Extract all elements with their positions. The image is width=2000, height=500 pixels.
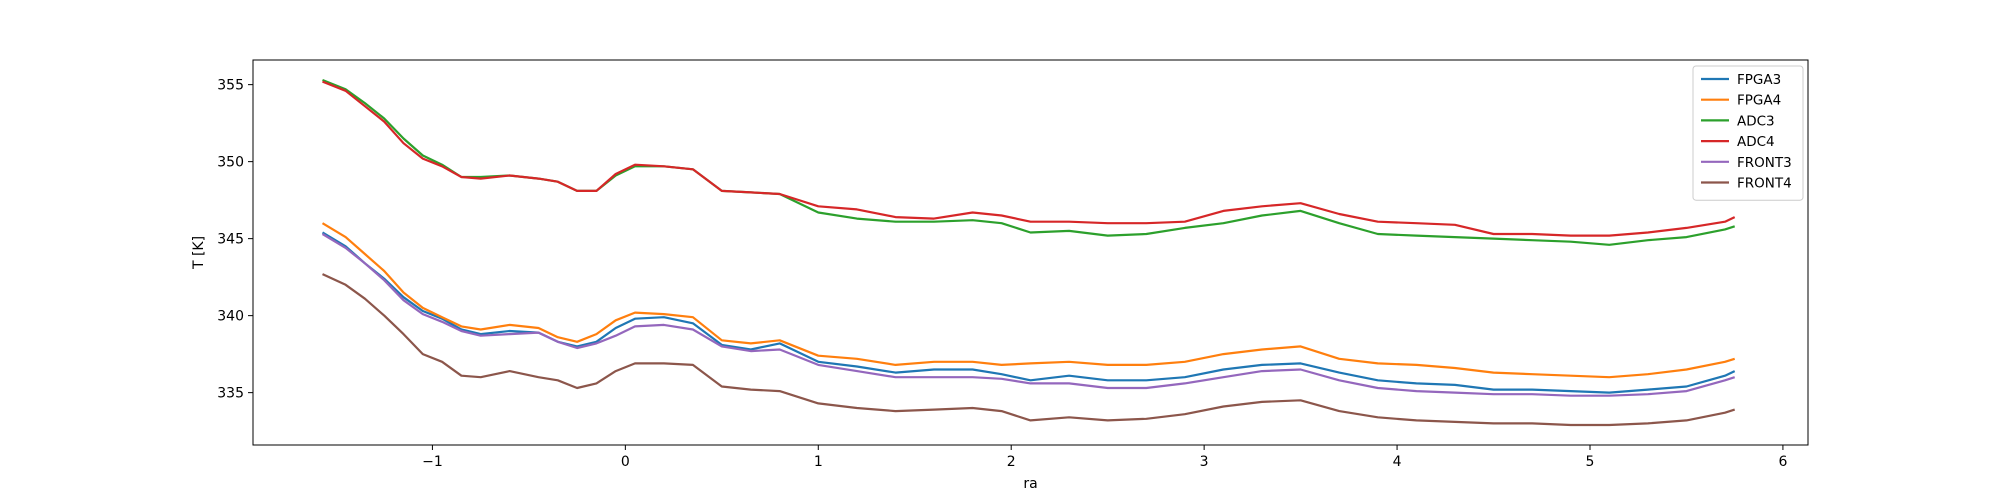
y-tick-label: 340: [217, 309, 244, 325]
series-layer: [321, 78, 1736, 427]
legend-label-adc4: ADC4: [1737, 134, 1775, 150]
series-line-adc4: [322, 80, 1736, 237]
x-tick-label: 0: [621, 454, 630, 470]
series-line-adc3: [322, 78, 1736, 246]
legend-label-fpga3: FPGA3: [1737, 72, 1781, 88]
y-axis-label: T [K]: [191, 236, 207, 270]
x-tick-label: 4: [1393, 454, 1402, 470]
legend-label-fpga4: FPGA4: [1737, 93, 1781, 109]
x-axis-label: ra: [1023, 476, 1037, 492]
plot-frame: [252, 59, 1809, 446]
x-tick-label: 2: [1007, 454, 1016, 470]
legend: FPGA3 FPGA4 ADC3 ADC4 FRONT3 FRONT4: [1692, 65, 1804, 201]
y-tick-label: 350: [217, 155, 244, 171]
y-tick-label: 355: [217, 78, 244, 94]
x-tick-label: 5: [1586, 454, 1595, 470]
x-axis: −1 0 1 2 3 4 5 6: [422, 445, 1787, 470]
x-tick-label: 3: [1200, 454, 1209, 470]
legend-label-front4: FRONT4: [1737, 176, 1792, 192]
y-axis: 335 340 345 350 355: [217, 78, 253, 402]
legend-label-front3: FRONT3: [1737, 155, 1792, 171]
series-line-front4: [322, 273, 1736, 427]
series-line-fpga4: [321, 222, 1736, 379]
legend-label-adc3: ADC3: [1737, 113, 1775, 129]
x-tick-label: 6: [1778, 454, 1787, 470]
series-line-front3: [321, 233, 1736, 397]
y-tick-label: 335: [217, 386, 244, 402]
y-tick-label: 345: [217, 232, 244, 248]
series-line-fpga3: [321, 231, 1736, 394]
x-tick-label: −1: [422, 454, 443, 470]
x-tick-label: 1: [814, 454, 823, 470]
